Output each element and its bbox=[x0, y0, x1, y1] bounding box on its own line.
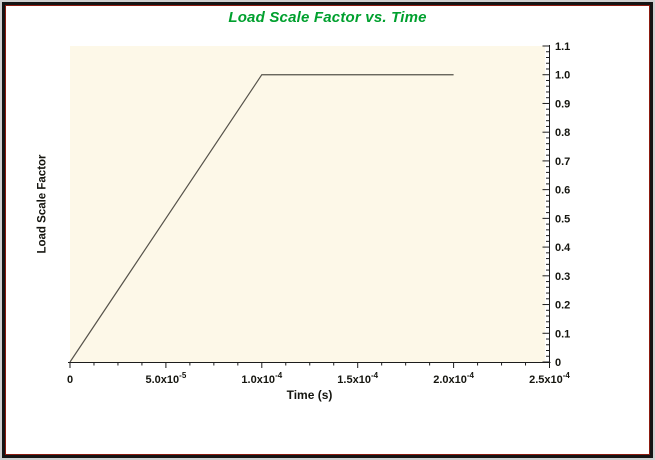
y-tick-label: 0.4 bbox=[555, 242, 571, 254]
y-tick-label: 0 bbox=[555, 357, 561, 369]
x-tick-label: 0 bbox=[67, 374, 73, 386]
y-tick-label: 0.3 bbox=[555, 271, 570, 283]
x-tick-label: 2.5x10-4 bbox=[529, 371, 570, 386]
y-tick-label: 0.8 bbox=[555, 127, 570, 139]
y-tick-label: 0.7 bbox=[555, 156, 570, 168]
x-tick-label: 2.0x10-4 bbox=[433, 371, 474, 386]
x-tick-label: 1.0x10-4 bbox=[241, 371, 282, 386]
x-axis-title: Time (s) bbox=[286, 388, 333, 402]
y-axis-title: Load Scale Factor bbox=[28, 46, 58, 362]
y-tick-label: 0.9 bbox=[555, 98, 570, 110]
x-tick-label: 1.5x10-4 bbox=[337, 371, 378, 386]
x-tick-label: 5.0x10-5 bbox=[146, 371, 187, 386]
series-line bbox=[69, 74, 454, 363]
y-tick-label: 0.1 bbox=[555, 328, 570, 340]
y-tick-label: 1.0 bbox=[555, 70, 570, 82]
window-border-red: Load Scale Factor vs. Time 0 5.0x10-5 1.0x… bbox=[5, 5, 650, 455]
y-axis-title-text: Load Scale Factor bbox=[37, 154, 49, 254]
y-tick-label: 0.5 bbox=[555, 213, 570, 225]
y-tick-label: 1.1 bbox=[555, 41, 570, 53]
chart-canvas: Load Scale Factor vs. Time 0 5.0x10-5 1.0x… bbox=[6, 6, 649, 454]
y-tick-label: 0.2 bbox=[555, 300, 570, 312]
chart-title: Load Scale Factor vs. Time bbox=[228, 9, 427, 26]
y-tick-label: 0.6 bbox=[555, 185, 570, 197]
plot-svg: 0 5.0x10-5 1.0x10-4 1.5x10-4 2.0x10-4 2.5x10-… bbox=[67, 41, 571, 386]
plot-area bbox=[70, 46, 545, 362]
